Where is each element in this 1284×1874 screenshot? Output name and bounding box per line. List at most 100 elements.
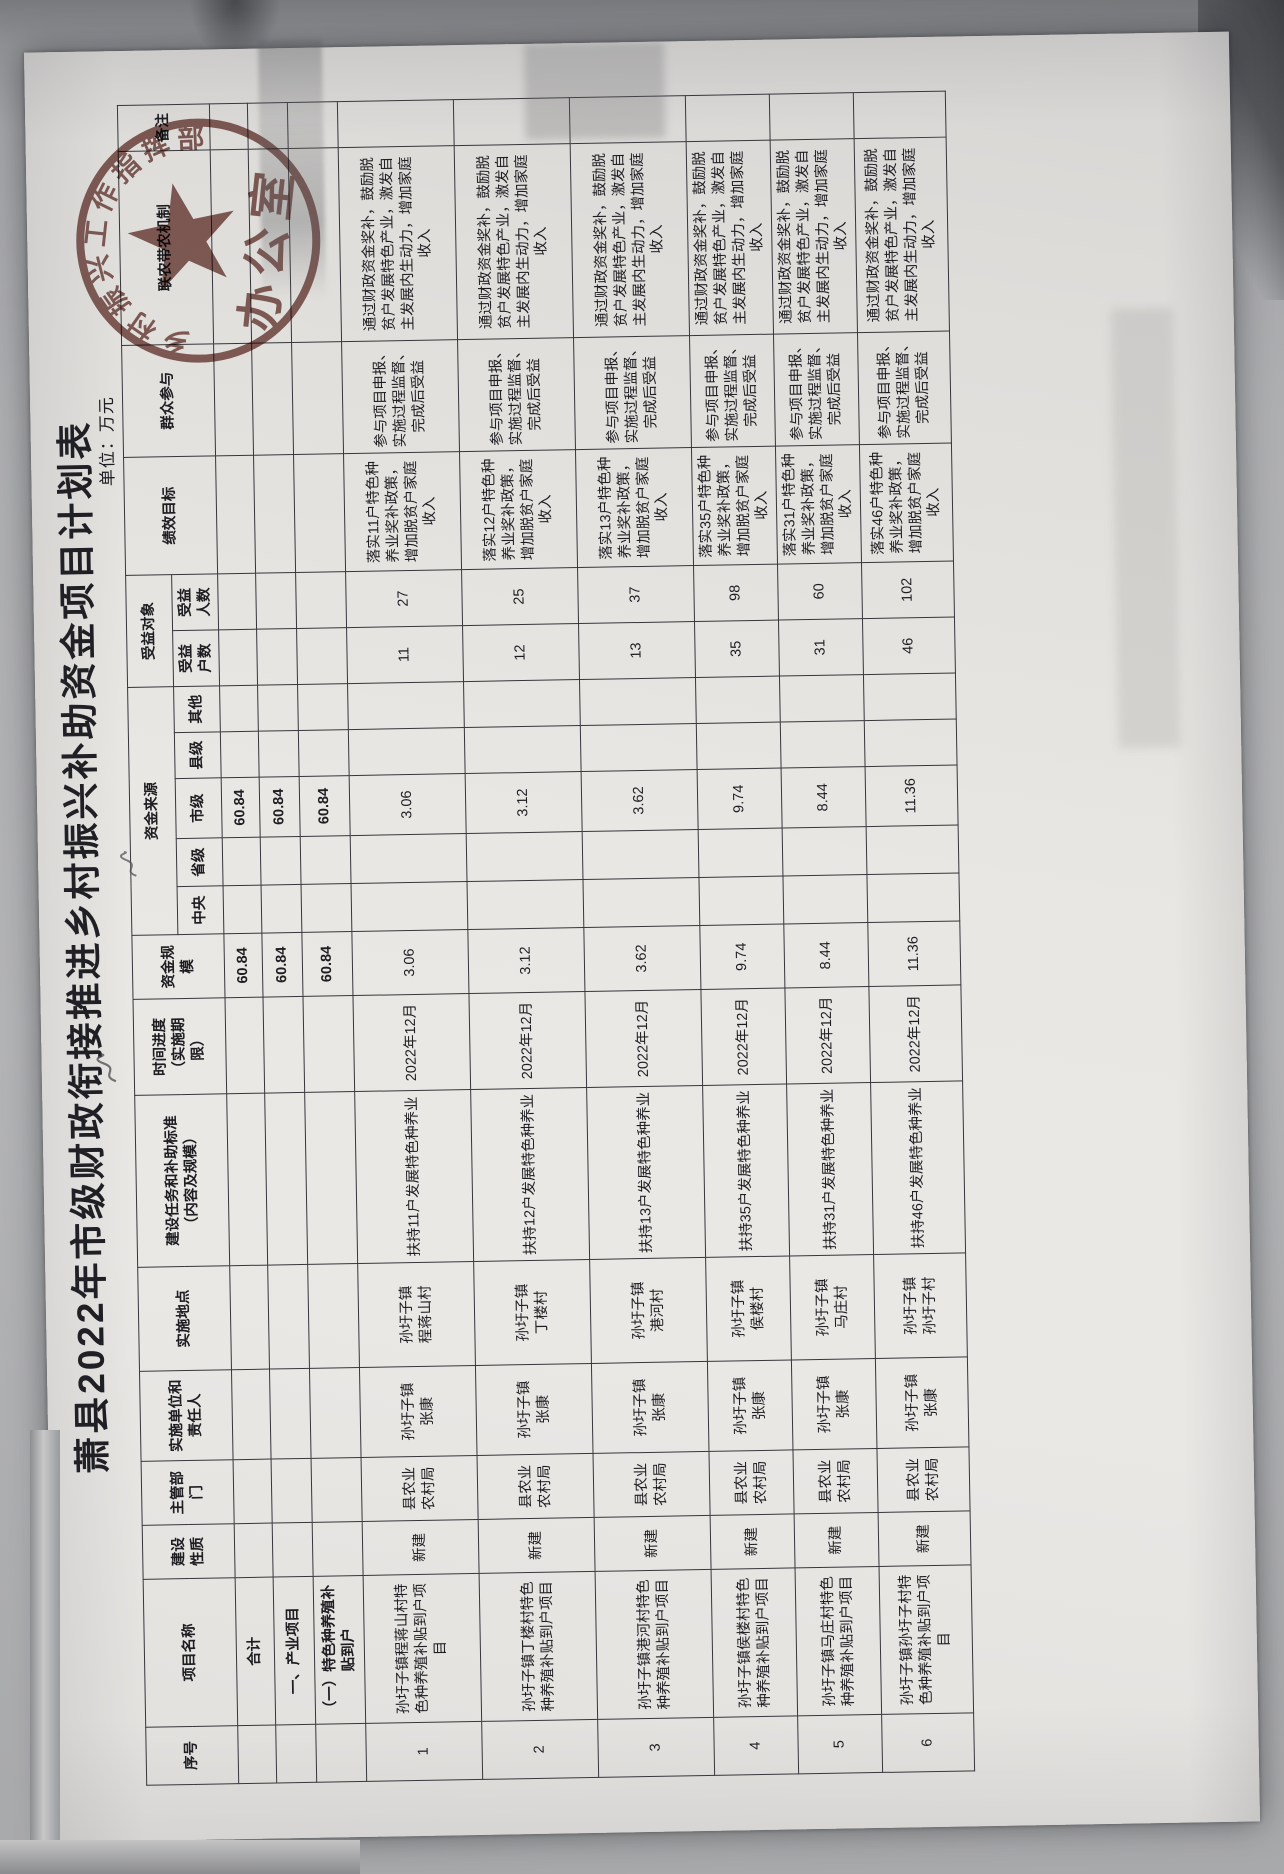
table-cell: 扶持35户发展特色种养业 bbox=[702, 1083, 790, 1258]
table-cell bbox=[257, 684, 299, 732]
table-cell: 2022年12月 bbox=[700, 988, 787, 1086]
table-cell: 孙圩子镇 港河村 bbox=[589, 1257, 708, 1364]
table-cell: 合计 bbox=[235, 1577, 276, 1726]
col-header-fund-scale: 资金规模 bbox=[131, 933, 225, 1000]
table-cell bbox=[224, 997, 265, 1094]
table-cell: 新建 bbox=[478, 1517, 596, 1574]
photocopy-smudge bbox=[1110, 307, 1181, 749]
table-cell bbox=[309, 1367, 362, 1459]
table-cell bbox=[229, 1265, 270, 1370]
table-cell bbox=[315, 1723, 367, 1783]
table-cell bbox=[258, 730, 300, 778]
table-cell: 落实11户特色种养业奖补政策，增加脱贫户家庭收入 bbox=[343, 451, 462, 572]
col-group-fund-source: 资金来源 bbox=[127, 686, 178, 936]
col-header-project-name: 项目名称 bbox=[143, 1577, 238, 1728]
table-cell: 新建 bbox=[710, 1513, 796, 1570]
table-cell: 9.74 bbox=[699, 924, 785, 990]
table-cell bbox=[218, 629, 258, 686]
table-cell: 通过财政资金奖补，鼓励脱贫户发展特色产业，激发自主发展内生动力，增加家庭收入 bbox=[770, 138, 858, 335]
table-cell: 孙圩子镇 张康 bbox=[359, 1365, 478, 1458]
table-cell bbox=[253, 454, 296, 574]
table-cell: 31 bbox=[778, 618, 864, 677]
table-cell bbox=[298, 729, 350, 777]
table-cell bbox=[685, 94, 771, 142]
table-cell: 扶持11户发展特色种养业 bbox=[354, 1089, 474, 1264]
table-cell bbox=[580, 723, 698, 772]
table-cell bbox=[782, 874, 868, 925]
col-header-seq: 序号 bbox=[145, 1725, 239, 1786]
table-cell bbox=[295, 571, 347, 629]
table-cell bbox=[311, 1457, 363, 1523]
paper-stack-edge bbox=[30, 1430, 60, 1874]
table-cell bbox=[467, 879, 584, 930]
table-cell bbox=[337, 99, 455, 148]
table-cell: 通过财政资金奖补，鼓励脱贫户发展特色产业，激发自主发展内生动力，增加家庭收入 bbox=[686, 140, 774, 336]
table-cell: 60.84 bbox=[301, 931, 353, 997]
table-cell: 2022年12月 bbox=[584, 989, 703, 1088]
paper-stack-edge bbox=[0, 1840, 360, 1874]
seal-ring bbox=[76, 118, 321, 363]
seal-star-icon bbox=[127, 183, 234, 292]
table-cell: 新建 bbox=[362, 1519, 480, 1576]
table-cell: 孙圩子镇 张康 bbox=[591, 1361, 709, 1454]
table-cell bbox=[255, 572, 297, 630]
table-cell: 参与项目申报、实施过程监督、完成后受益 bbox=[573, 335, 692, 450]
table-cell bbox=[302, 995, 355, 1093]
table-cell: 通过财政资金奖补，鼓励脱贫户发展特色产业，激发自主发展内生动力，增加家庭收入 bbox=[454, 143, 574, 340]
table-cell bbox=[350, 833, 468, 884]
table-cell bbox=[260, 836, 302, 886]
table-cell bbox=[256, 628, 298, 686]
table-cell bbox=[233, 1459, 273, 1524]
table-cell bbox=[864, 718, 958, 767]
table-cell: 县农业 农村局 bbox=[361, 1455, 479, 1522]
table-cell: 参与项目申报、实施过程监督、完成后受益 bbox=[457, 337, 576, 452]
table-cell bbox=[464, 725, 582, 774]
table-cell bbox=[219, 685, 259, 732]
table-cell: 扶持46户发展特色种养业 bbox=[870, 1080, 966, 1255]
table-cell bbox=[262, 996, 305, 1094]
table-cell: 孙圩子镇 张康 bbox=[707, 1359, 793, 1452]
table-cell: 2022年12月 bbox=[352, 993, 471, 1092]
table-cell bbox=[347, 681, 465, 730]
table-cell: 孙圩子镇孙圩子村特色种养殖补贴到户项目 bbox=[879, 1564, 974, 1715]
table-cell: 46 bbox=[862, 616, 956, 675]
table-cell bbox=[312, 1521, 364, 1577]
table-cell bbox=[853, 91, 947, 139]
table-cell: 60.84 bbox=[259, 776, 301, 838]
table-cell: 60.84 bbox=[223, 933, 263, 998]
table-cell: 孙圩子镇 张康 bbox=[791, 1358, 877, 1450]
table-cell bbox=[304, 1091, 358, 1265]
table-cell bbox=[769, 92, 855, 141]
table-cell: 通过财政资金奖补，鼓励脱贫户发展特色产业，激发自主发展内生动力，增加家庭收入 bbox=[338, 145, 458, 342]
table-cell: 2022年12月 bbox=[468, 991, 587, 1090]
table-cell bbox=[696, 722, 782, 770]
table-cell: 60.84 bbox=[299, 775, 351, 837]
table-cell: 27 bbox=[345, 569, 463, 628]
table-cell: 县农业 农村局 bbox=[876, 1446, 971, 1513]
table-cell: 3.12 bbox=[465, 771, 583, 834]
table-cell: 县农业 农村局 bbox=[792, 1448, 879, 1514]
table-cell bbox=[780, 720, 866, 769]
table-cell: 8.44 bbox=[781, 766, 867, 829]
table-cell: 8.44 bbox=[783, 922, 869, 989]
table-cell bbox=[782, 826, 867, 877]
table-cell: 60.84 bbox=[261, 932, 303, 998]
table-cell: 新建 bbox=[878, 1510, 972, 1567]
col-header-task: 建设任务和补助标准 （内容及规模） bbox=[134, 1093, 230, 1268]
table-body: 合计 60.84 60.84 一、产业项目 60.84 60.84 （一）特色种养殖补贴到户… bbox=[209, 91, 975, 1784]
table-cell: 孙圩子镇 侯楼村 bbox=[705, 1255, 792, 1362]
table-cell: 孙圩子镇 丁楼村 bbox=[473, 1259, 592, 1366]
table-cell: 9.74 bbox=[697, 768, 783, 830]
table-cell: 3.12 bbox=[467, 927, 585, 994]
table-cell: 35 bbox=[694, 620, 780, 678]
table-cell: 102 bbox=[861, 561, 955, 619]
table-cell: 6 bbox=[881, 1712, 975, 1773]
table-cell bbox=[300, 835, 352, 885]
col-header-people: 受益 人数 bbox=[171, 573, 219, 631]
table-cell: 孙圩子镇侯楼村特色种养殖补贴到户项目 bbox=[711, 1567, 798, 1718]
table-cell bbox=[307, 1263, 360, 1369]
table-cell: 98 bbox=[693, 564, 779, 622]
table-cell: 孙圩子镇 张康 bbox=[875, 1356, 969, 1449]
table-cell bbox=[866, 872, 960, 923]
col-header-other: 其他 bbox=[173, 685, 221, 733]
